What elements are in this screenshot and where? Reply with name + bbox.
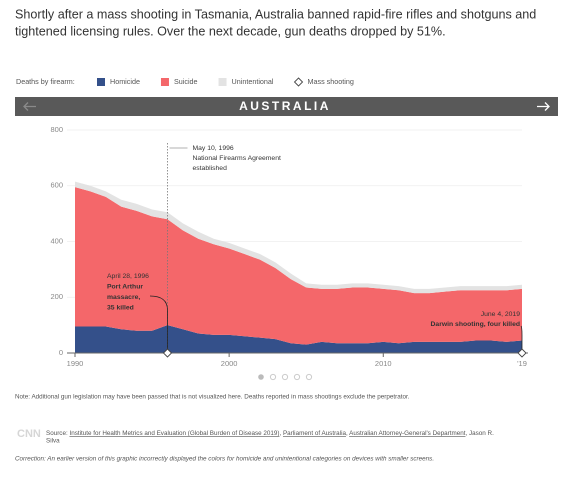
mass-shooting-marker [517,348,527,358]
annotation-text: April 28, 1996 [107,273,149,280]
legend-swatch [218,78,227,86]
page-dot[interactable] [281,373,289,381]
annotation-text: May 10, 1996 [192,145,233,152]
separator: , [465,430,469,437]
chart: 0 200 400 600 800 1990 2000 2010 '19 May 10, 1996… [50,77,528,368]
intro-line: Shortly after a mass shooting in Tasmani… [15,7,536,21]
y-tick-label: 800 [50,125,63,134]
next-arrow[interactable] [537,102,550,111]
x-tick-label: '19 [517,359,527,368]
page-dot[interactable] [305,373,313,381]
annotation-text: Port Arthur [107,283,143,290]
legend-label: Unintentional [232,77,274,86]
source-link[interactable]: Parliament of Australia [283,430,346,437]
source-author: Silva [46,438,60,445]
source-label: Source: [46,430,68,437]
x-tick-label: 2000 [221,359,238,368]
source-author: Jason R. [469,430,494,437]
note: Note: Additional gun legislation may hav… [15,394,410,401]
separator: , [346,430,349,437]
annotation-text: 35 killed [107,304,134,311]
legend-label: Homicide [110,77,140,86]
legend-label: Mass shooting [308,77,354,86]
prev-arrow[interactable] [23,102,36,111]
chart-title: AUSTRALIA [239,99,331,113]
area [75,187,522,345]
source-link[interactable]: Australian Attorney-General's Department [349,430,466,437]
legend-swatch [160,78,169,86]
annotation-text: Darwin shooting, four killed [431,321,521,328]
legend-title: Deaths by firearm: [16,77,75,86]
y-tick-label: 600 [50,181,63,190]
annotation-text: established [192,165,227,172]
source-link[interactable]: Institute for Health Metrics and Evaluat… [69,430,279,437]
legend-swatch [97,78,105,86]
y-tick-label: 200 [50,292,63,301]
correction: Correction: An earlier version of this g… [15,456,434,463]
area [75,325,522,353]
legend-swatch [293,77,304,87]
annotation-line [520,325,523,349]
page-dot[interactable] [269,373,277,381]
y-tick-label: 0 [59,348,63,357]
separator: , [279,430,283,437]
page-dot[interactable] [293,373,301,381]
annotation-text: massacre, [107,294,140,301]
nav-bar [15,97,558,116]
intro-line: tightened licensing rules. Over the next… [15,24,446,38]
mass-shooting-marker [162,348,173,358]
annotation-text: June 4, 2019 [481,311,521,318]
annotation-line [149,295,168,349]
x-tick-label: 2010 [375,359,392,368]
pagination [258,373,313,381]
logo: CNN [17,428,41,440]
y-tick-label: 400 [50,236,63,245]
annotation-text: National Firearms Agreement [192,155,281,162]
legend-label: Suicide [174,77,198,86]
x-tick-label: 1990 [67,359,84,368]
source: Source: Institute for Health Metrics and… [46,430,494,437]
page-dot[interactable] [258,374,264,380]
